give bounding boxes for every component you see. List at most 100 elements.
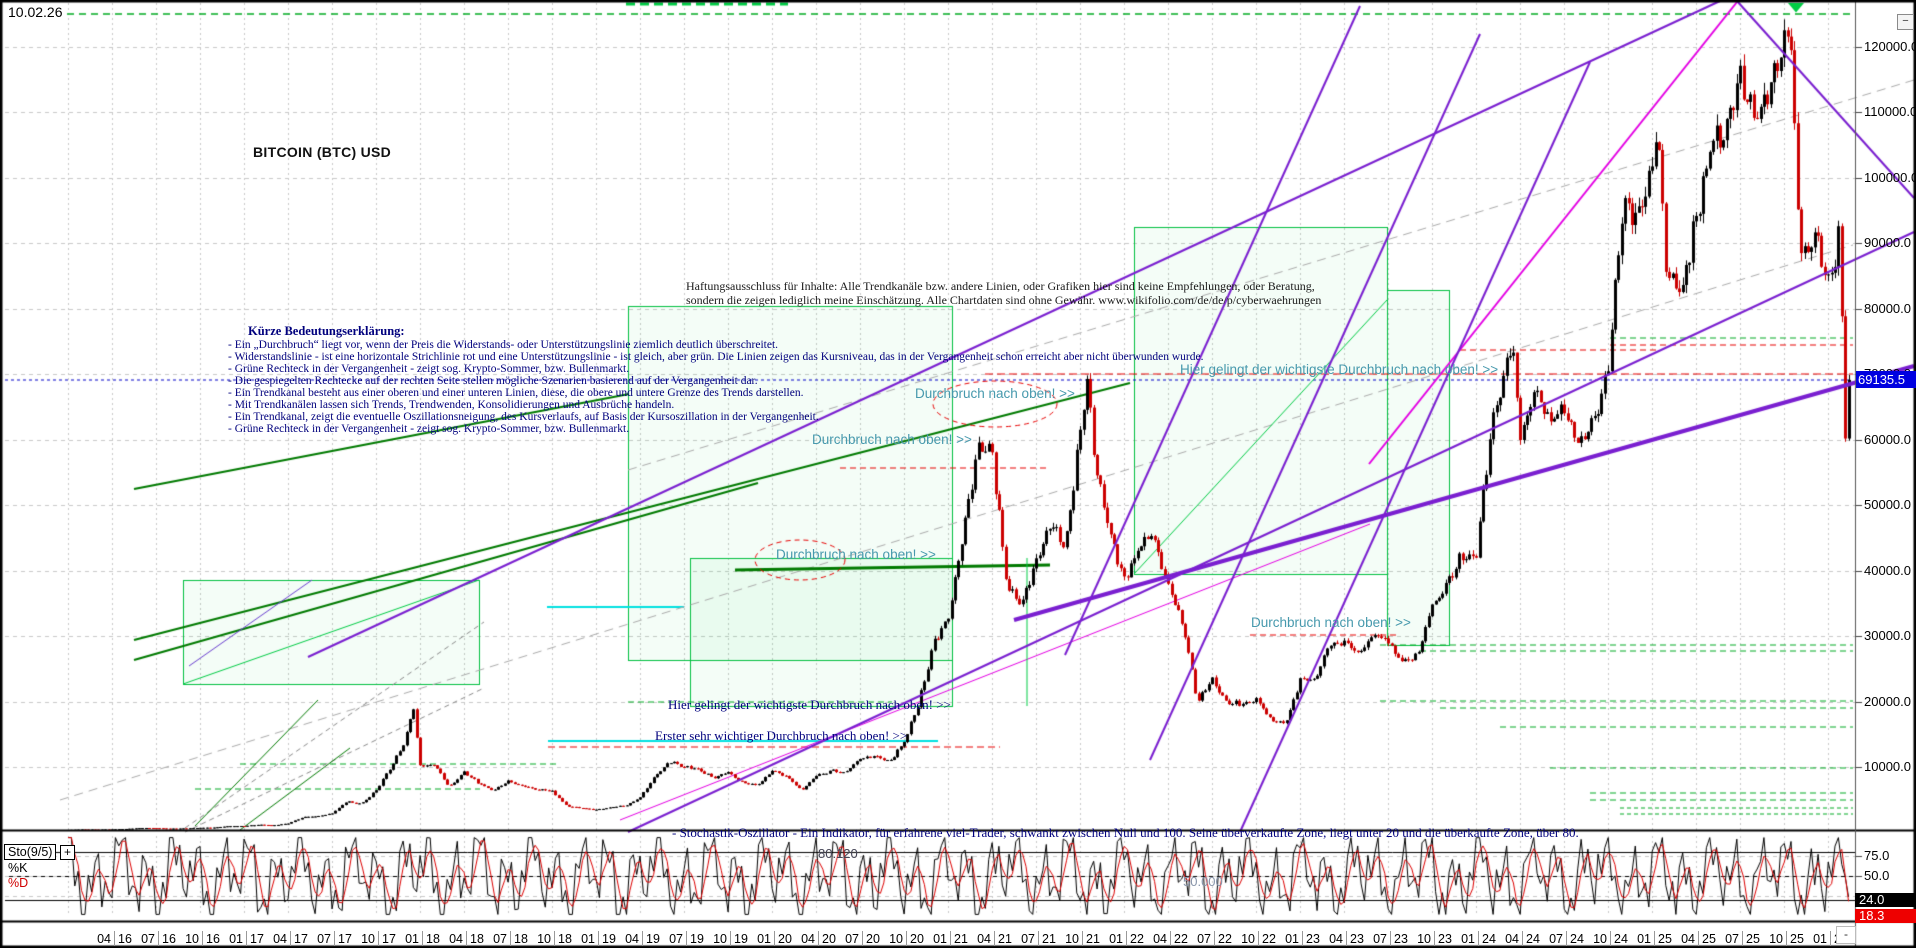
legend-line: - Ein Trendkanal, zeigt die eventuelle O… (228, 411, 819, 423)
month-part: 07 (493, 931, 507, 946)
price-axis-label: 110000.0 (1864, 104, 1916, 120)
month-part: 10 (537, 931, 551, 946)
indicator-name-button[interactable]: Sto(9/5) (4, 844, 57, 860)
breakout-annotation: Durchbruch nach oben! >> (776, 547, 936, 562)
tick-divider (1302, 931, 1303, 946)
tick-divider (1170, 931, 1171, 946)
axis-splitter-handle[interactable]: - (1836, 926, 1856, 944)
year-part: 22 (1130, 931, 1144, 946)
legend-title: Kürze Bedeutungserklärung: (248, 324, 405, 338)
time-axis-label: 04 21 (969, 931, 1012, 946)
time-axis-label: 07 20 (837, 931, 880, 946)
tick-divider (246, 931, 247, 946)
tick-divider (1830, 931, 1831, 946)
month-part: 01 (1637, 931, 1651, 946)
tick-divider (598, 931, 599, 946)
tick-divider (1610, 931, 1611, 946)
year-part: 18 (514, 931, 528, 946)
year-part: 19 (602, 931, 616, 946)
time-axis-label: 10 17 (353, 931, 396, 946)
time-axis-label: 01 20 (749, 931, 792, 946)
legend-line: - Grüne Rechteck in der Vergangenheit - … (228, 363, 630, 375)
chart-title: BITCOIN (BTC) USD (253, 144, 392, 160)
tick-divider (818, 931, 819, 946)
time-axis-label: 04 16 (89, 931, 132, 946)
month-part: 07 (1549, 931, 1563, 946)
price-axis-label: 80000.0 (1864, 300, 1911, 316)
time-axis-label: 07 16 (133, 931, 176, 946)
time-axis-label: 10 19 (705, 931, 748, 946)
time-axis-label: 01 21 (925, 931, 968, 946)
time-axis-label: 04 20 (793, 931, 836, 946)
year-part: 25 (1790, 931, 1804, 946)
percent-k-label: %K (8, 861, 28, 875)
tick-divider (378, 931, 379, 946)
year-part: 19 (646, 931, 660, 946)
year-part: 21 (1086, 931, 1100, 946)
time-axis-label: 04 23 (1321, 931, 1364, 946)
tick-divider (202, 931, 203, 946)
month-part: 04 (97, 931, 111, 946)
month-part: 07 (1197, 931, 1211, 946)
breakout-annotation: Durchbruch nach oben! >> (812, 432, 972, 447)
tick-divider (554, 931, 555, 946)
stochastic-k-value-badge: 24.0 (1855, 892, 1916, 907)
price-axis-label: 10000.0 (1864, 758, 1911, 774)
month-part: 10 (889, 931, 903, 946)
month-part: 07 (1725, 931, 1739, 946)
current-price-badge: 69135.5 (1856, 371, 1916, 388)
tick-divider (158, 931, 159, 946)
time-axis-label: 10 23 (1409, 931, 1452, 946)
osc-level-80-label: 80.120 (818, 846, 858, 861)
tick-divider (730, 931, 731, 946)
time-axis-label: 01 23 (1277, 931, 1320, 946)
time-axis-label: 10 18 (529, 931, 572, 946)
price-axis-label: 20000.0 (1864, 693, 1911, 709)
collapse-panel-button[interactable]: − (1897, 14, 1914, 30)
breakout-annotation: Hier gelingt der wichtigste Durchbruch n… (1180, 362, 1499, 377)
month-part: 04 (625, 931, 639, 946)
price-axis-label: 50000.0 (1864, 497, 1911, 513)
breakout-annotation: Durchbruch nach oben! >> (1251, 615, 1411, 630)
breakout-annotation-serif: Erster sehr wichtiger Durchbruch nach ob… (655, 728, 908, 743)
time-axis-label: 10 25 (1761, 931, 1804, 946)
time-axis-label: 07 18 (485, 931, 528, 946)
time-axis-label: 07 23 (1365, 931, 1408, 946)
time-axis-label: 10 24 (1585, 931, 1628, 946)
month-part: 04 (977, 931, 991, 946)
tick-divider (466, 931, 467, 946)
time-axis-label: 07 22 (1189, 931, 1232, 946)
month-part: 04 (449, 931, 463, 946)
time-axis-label: 10 22 (1233, 931, 1276, 946)
time-axis-label: 10 20 (881, 931, 924, 946)
time-axis-label: 01 25 (1629, 931, 1672, 946)
year-part: 23 (1350, 931, 1364, 946)
year-part: 18 (558, 931, 572, 946)
year-part: 22 (1174, 931, 1188, 946)
year-part: 19 (690, 931, 704, 946)
year-part: 23 (1394, 931, 1408, 946)
legend-line: - Widerstandslinie - ist eine horizontal… (228, 351, 1204, 363)
time-axis-label: 01 24 (1453, 931, 1496, 946)
time-axis-label: 07 17 (309, 931, 352, 946)
time-axis-label: 10 16 (177, 931, 220, 946)
time-axis-label: 01 19 (573, 931, 616, 946)
month-part: 01 (1813, 931, 1827, 946)
time-axis-label: 07 19 (661, 931, 704, 946)
tick-divider (686, 931, 687, 946)
stochastic-d-value-badge: 18.3 (1855, 909, 1916, 924)
year-part: 25 (1702, 931, 1716, 946)
year-part: 24 (1482, 931, 1496, 946)
add-indicator-button[interactable]: + (60, 845, 75, 860)
disclaimer-line1: Haftungsausschluss für Inhalte: Alle Tre… (686, 279, 1315, 293)
tick-divider (1214, 931, 1215, 946)
stochastic-description: - Stochastik-Oszillator - Ein Indikator,… (672, 825, 1579, 840)
year-part: 21 (1042, 931, 1056, 946)
time-axis-label: 01 22 (1101, 931, 1144, 946)
year-part: 20 (910, 931, 924, 946)
year-part: 17 (250, 931, 264, 946)
month-part: 10 (1593, 931, 1607, 946)
price-axis-label: 120000.0 (1864, 39, 1916, 54)
month-part: 01 (405, 931, 419, 946)
